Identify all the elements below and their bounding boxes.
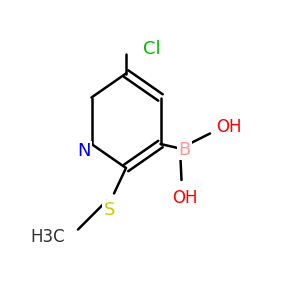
Text: N: N bbox=[77, 142, 91, 160]
Text: S: S bbox=[104, 201, 115, 219]
Text: OH: OH bbox=[216, 118, 242, 136]
Text: OH: OH bbox=[172, 189, 197, 207]
Text: Cl: Cl bbox=[143, 40, 160, 58]
Text: B: B bbox=[178, 141, 190, 159]
Text: H3C: H3C bbox=[30, 228, 64, 246]
